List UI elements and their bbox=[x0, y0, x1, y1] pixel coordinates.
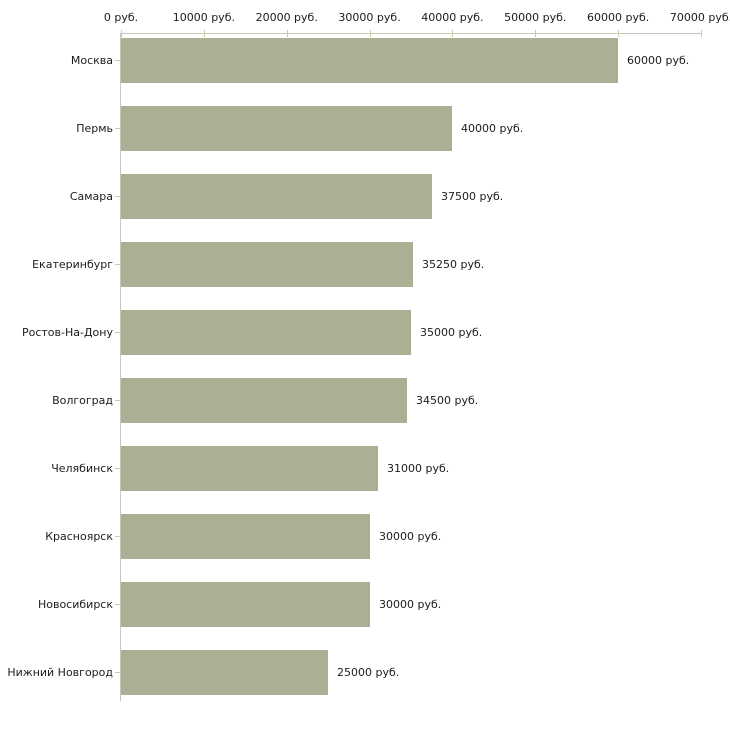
y-axis-tick bbox=[115, 196, 120, 197]
y-axis-tick bbox=[115, 604, 120, 605]
category-label: Челябинск bbox=[51, 462, 113, 475]
y-axis-tick bbox=[115, 332, 120, 333]
x-axis-tick bbox=[452, 30, 454, 37]
bar bbox=[121, 650, 328, 695]
bar bbox=[121, 174, 432, 219]
bar-value-label: 35250 руб. bbox=[422, 258, 485, 271]
x-axis-tick bbox=[618, 30, 620, 37]
x-axis-tick-label: 60000 руб. bbox=[587, 11, 650, 24]
bar-value-label: 60000 руб. bbox=[627, 54, 690, 67]
x-axis-tick-label: 20000 руб. bbox=[255, 11, 318, 24]
category-label: Екатеринбург bbox=[32, 258, 113, 271]
x-axis-tick-label: 40000 руб. bbox=[421, 11, 484, 24]
x-axis-tick-label: 0 руб. bbox=[103, 11, 139, 24]
category-label: Нижний Новгород bbox=[7, 666, 113, 679]
bar-value-label: 25000 руб. bbox=[337, 666, 400, 679]
bar bbox=[121, 446, 378, 491]
x-axis-tick bbox=[286, 30, 288, 37]
bar bbox=[121, 582, 370, 627]
bar-value-label: 40000 руб. bbox=[461, 122, 524, 135]
x-axis-tick bbox=[203, 30, 205, 37]
category-label: Самара bbox=[69, 190, 113, 203]
x-axis-tick bbox=[701, 30, 702, 37]
bar bbox=[121, 310, 411, 355]
y-axis-tick bbox=[115, 400, 120, 401]
y-axis-tick bbox=[115, 128, 120, 129]
y-axis-tick bbox=[115, 60, 120, 61]
category-label: Волгоград bbox=[52, 394, 113, 407]
bar-value-label: 31000 руб. bbox=[387, 462, 450, 475]
y-axis-tick bbox=[115, 264, 120, 265]
x-axis-tick-label: 70000 руб. bbox=[669, 11, 730, 24]
category-label: Пермь bbox=[76, 122, 113, 135]
x-axis-tick bbox=[369, 30, 371, 37]
x-axis-tick bbox=[121, 30, 122, 37]
bar-value-label: 37500 руб. bbox=[441, 190, 504, 203]
bar bbox=[121, 106, 452, 151]
y-axis-tick bbox=[115, 536, 120, 537]
bar bbox=[121, 38, 618, 83]
y-axis-tick bbox=[115, 468, 120, 469]
y-axis-tick bbox=[115, 672, 120, 673]
bar bbox=[121, 514, 370, 559]
bar-value-label: 35000 руб. bbox=[420, 326, 483, 339]
bar bbox=[121, 242, 413, 287]
category-label: Красноярск bbox=[45, 530, 113, 543]
category-label: Москва bbox=[70, 54, 113, 67]
plot-area: 0 руб. 10000 руб. 20000 руб. 30000 руб. 4000… bbox=[104, 11, 730, 701]
x-axis-tick bbox=[535, 30, 537, 37]
bar-value-label: 30000 руб. bbox=[379, 530, 442, 543]
category-label: Новосибирск bbox=[37, 598, 113, 611]
x-axis-tick-label: 10000 руб. bbox=[172, 11, 235, 24]
bar bbox=[121, 378, 407, 423]
bar-value-label: 34500 руб. bbox=[416, 394, 479, 407]
x-axis-tick-label: 50000 руб. bbox=[504, 11, 567, 24]
x-axis-tick-label: 30000 руб. bbox=[338, 11, 401, 24]
bar-value-label: 30000 руб. bbox=[379, 598, 442, 611]
category-label: Ростов-На-Дону bbox=[21, 326, 113, 339]
